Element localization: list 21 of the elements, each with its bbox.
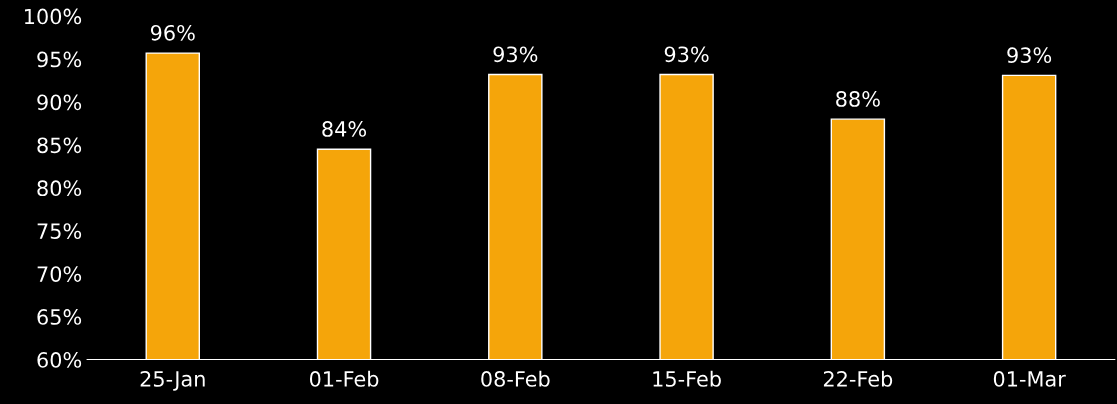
data-label: 93% [664,46,709,63]
y-tick-label: 60% [37,352,82,368]
y-tick-label: 100% [24,8,82,25]
y-tick-label: 90% [37,94,82,111]
data-label: 93% [1007,47,1052,64]
x-tick-label: 01-Feb [309,370,379,387]
data-label: 96% [150,24,195,41]
y-tick-label: 95% [37,51,82,68]
y-tick-label: 85% [37,137,82,154]
x-tick-label: 15-Feb [653,370,721,387]
x-tick-label: 01-Mar [993,371,1066,387]
x-tick-label: 22-Feb [823,370,893,387]
data-label: 93% [493,46,538,63]
x-tick-label: 08-Feb [481,370,550,387]
y-tick-label: 65% [37,309,82,325]
x-tick-label: 25-Jan [140,371,205,391]
y-tick-label: 80% [37,180,82,197]
data-label: 88% [836,91,880,107]
y-tick-label: 70% [37,266,82,282]
data-label: 84% [322,121,367,137]
y-tick-label: 75% [37,223,82,239]
